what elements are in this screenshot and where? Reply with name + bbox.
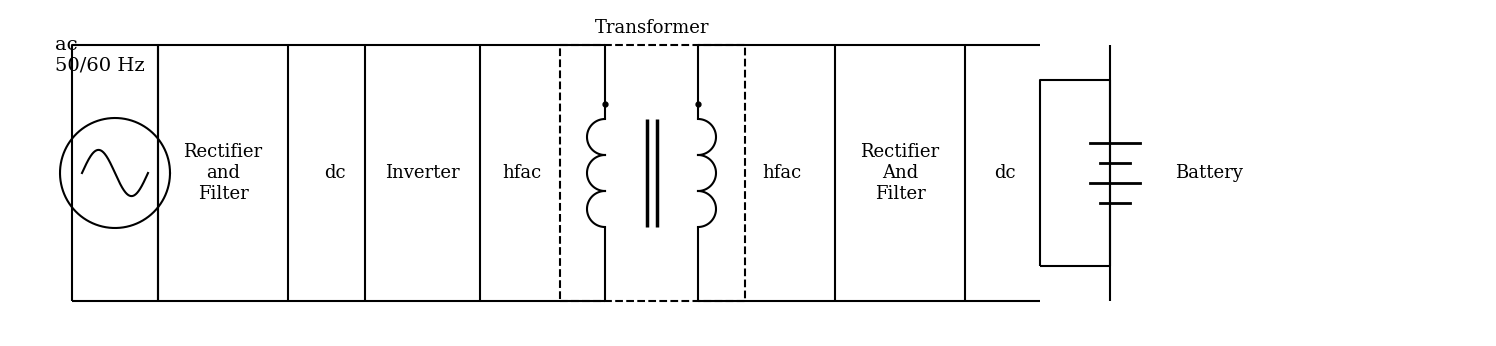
Text: hfac: hfac <box>763 164 802 182</box>
Text: Battery: Battery <box>1174 164 1243 182</box>
Text: Transformer: Transformer <box>595 19 709 37</box>
Text: Rectifier
And
Filter: Rectifier And Filter <box>860 143 939 203</box>
Text: ac
50/60 Hz: ac 50/60 Hz <box>55 36 145 75</box>
Text: dc: dc <box>995 164 1016 182</box>
Text: dc: dc <box>325 164 346 182</box>
Text: hfac: hfac <box>503 164 542 182</box>
Text: Rectifier
and
Filter: Rectifier and Filter <box>184 143 263 203</box>
Text: Inverter: Inverter <box>384 164 459 182</box>
